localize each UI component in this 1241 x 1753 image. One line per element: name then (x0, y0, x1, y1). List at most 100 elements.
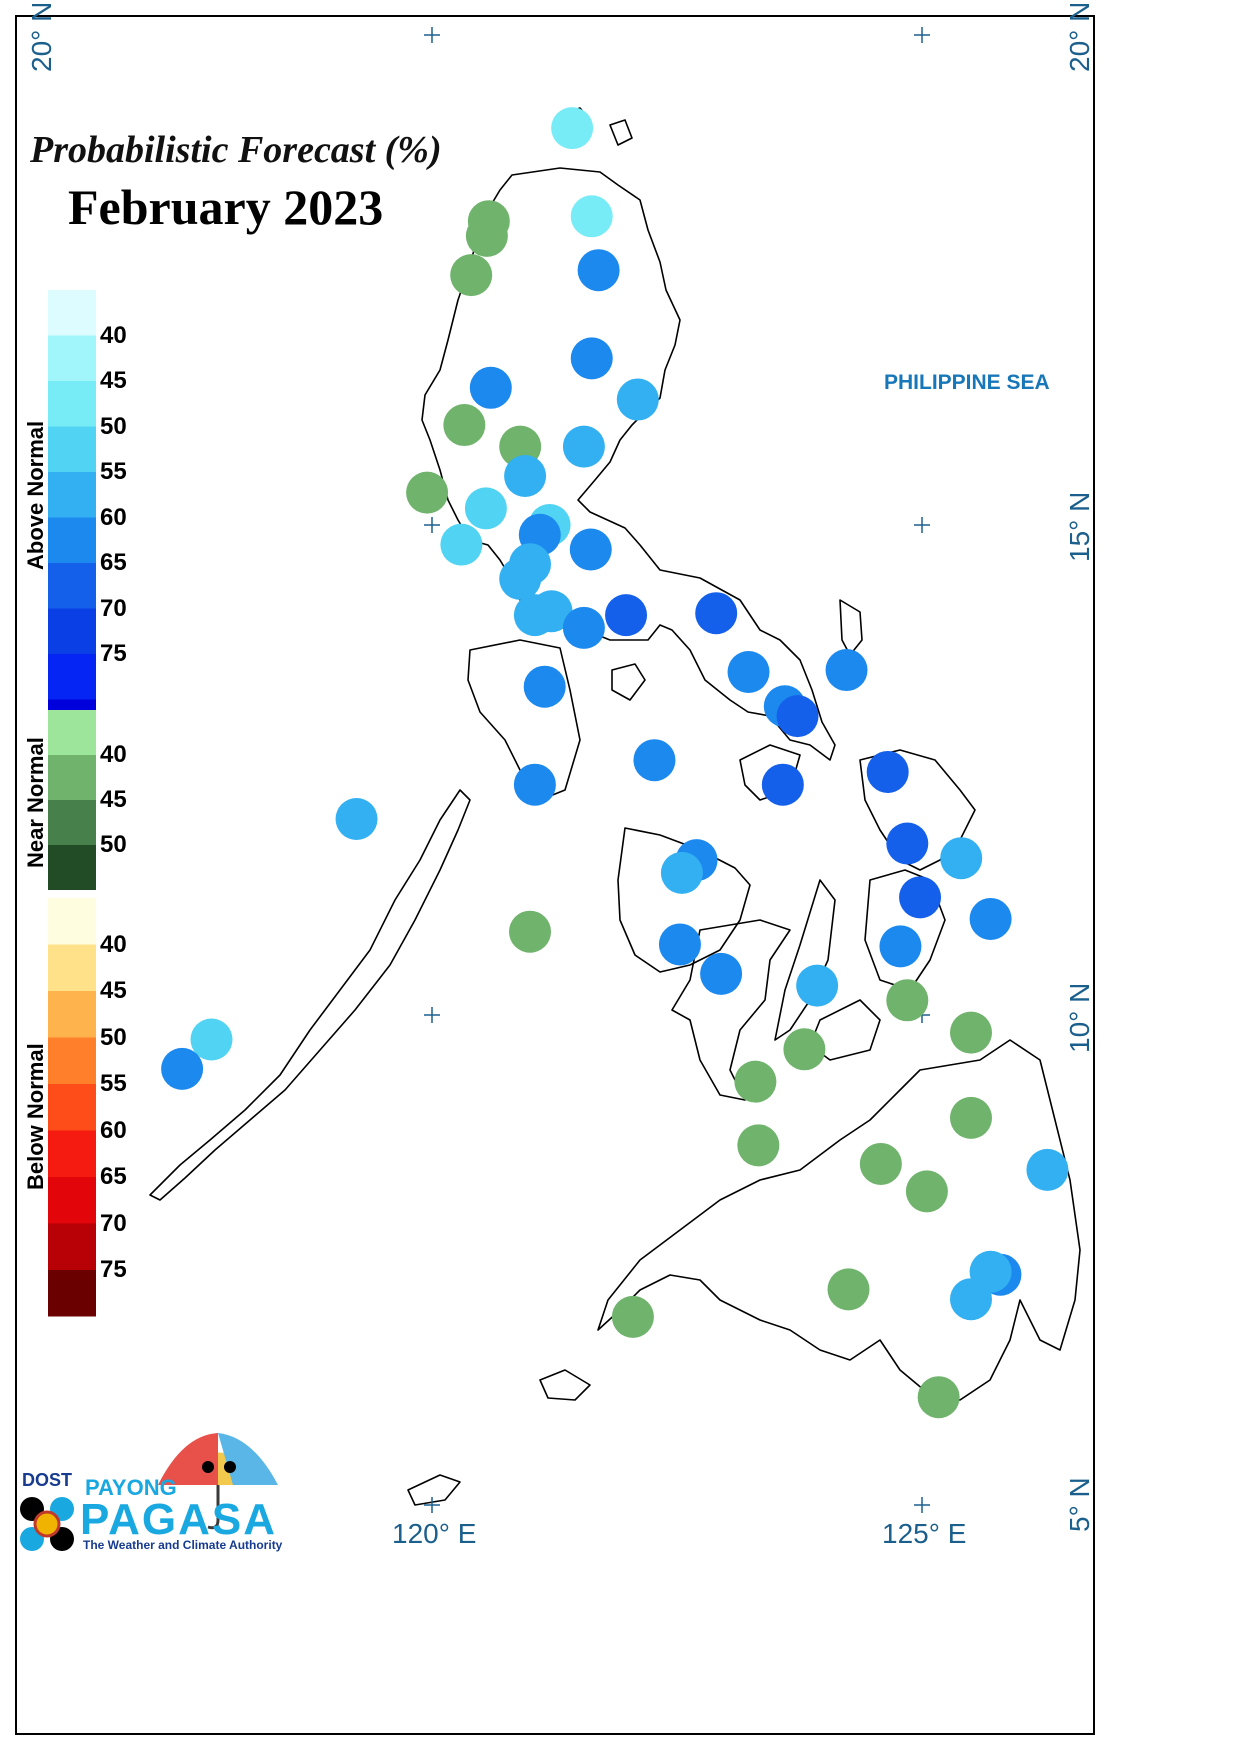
legend-swatch-above (48, 335, 96, 381)
legend-swatch-above (48, 426, 96, 472)
map-subtitle: February 2023 (68, 179, 384, 235)
logo-tagline: The Weather and Climate Authority (83, 1538, 283, 1552)
station-marker (776, 695, 819, 738)
station-marker (886, 822, 929, 865)
legend-tick-above: 50 (100, 412, 127, 440)
legend-swatch-near (48, 755, 96, 800)
station-marker (562, 606, 605, 649)
station-marker (940, 837, 983, 880)
legend-swatch-below (48, 1084, 96, 1131)
legend-swatch-near (48, 845, 96, 890)
station-marker (190, 1018, 233, 1061)
map-title: Probabilistic Forecast (%) (30, 129, 442, 171)
station-marker (551, 107, 594, 150)
station-marker (499, 557, 542, 600)
station-marker (879, 925, 922, 968)
station-marker (443, 404, 486, 447)
station-marker (886, 979, 929, 1022)
station-marker (335, 798, 378, 840)
station-marker (827, 1268, 870, 1311)
legend-tick-below: 60 (100, 1116, 127, 1144)
legend-near-label: Near Normal (23, 737, 48, 868)
station-marker (440, 523, 483, 566)
legend-swatch-below (48, 898, 96, 945)
legend-swatch-near (48, 800, 96, 845)
legend-tick-above: 45 (100, 367, 127, 394)
legend-tick-near: 40 (100, 741, 127, 768)
station-marker (406, 471, 449, 514)
legend-tick-below: 40 (100, 930, 127, 958)
legend (48, 290, 96, 1317)
station-marker (700, 952, 743, 995)
station-marker (695, 592, 738, 635)
legend-tick-below: 45 (100, 977, 127, 1004)
map-frame (15, 15, 1095, 1735)
logo-payong: PAYONG (85, 1475, 177, 1500)
station-marker (570, 337, 613, 380)
legend-swatch-above (48, 517, 96, 563)
legend-tick-above: 70 (100, 594, 127, 622)
lat-label-top-right: 20° N (1064, 1, 1095, 72)
station-marker (569, 528, 612, 571)
legend-tick-near: 50 (100, 831, 127, 858)
station-marker (796, 964, 839, 1007)
station-marker (734, 1060, 777, 1103)
station-marker (570, 195, 613, 238)
station-marker (899, 876, 942, 919)
sea-label: PHILIPPINE SEA (884, 371, 1050, 394)
station-marker (611, 1295, 654, 1338)
legend-tick-below: 65 (100, 1163, 127, 1190)
station-marker (783, 1028, 826, 1071)
legend-tick-below: 55 (100, 1070, 127, 1097)
station-marker (616, 378, 659, 421)
station-marker (905, 1170, 948, 1213)
legend-tick-below: 50 (100, 1023, 127, 1051)
station-marker (950, 1096, 992, 1139)
legend-tick-above: 65 (100, 549, 127, 576)
station-marker (504, 455, 547, 497)
legend-tick-above: 60 (100, 503, 127, 531)
legend-tick-above: 40 (100, 321, 127, 349)
station-marker (761, 763, 804, 806)
legend-tick-below: 75 (100, 1256, 127, 1283)
legend-swatch-below (48, 1177, 96, 1224)
legend-swatch-below (48, 1223, 96, 1270)
station-marker (859, 1142, 902, 1185)
legend-below-label: Below Normal (23, 1043, 48, 1190)
station-marker (465, 214, 508, 257)
legend-swatch-near (48, 710, 96, 755)
station-marker (969, 897, 1012, 940)
station-marker (562, 425, 605, 468)
station-marker (577, 249, 620, 292)
station-marker (523, 665, 566, 708)
logo-pagasa: PAGASA (80, 1495, 277, 1544)
station-marker (605, 594, 648, 637)
station-marker (464, 487, 507, 530)
station-marker (450, 254, 493, 297)
station-marker (633, 739, 676, 782)
logo-dost: DOST (22, 1470, 73, 1490)
legend-swatch-above (48, 563, 96, 609)
lat-label-10: 10° N (1064, 982, 1095, 1053)
legend-above-label: Above Normal (23, 420, 48, 570)
coastline (149, 107, 1081, 1506)
legend-swatch-below (48, 1270, 96, 1317)
legend-swatch-below (48, 1037, 96, 1084)
station-marker (727, 651, 770, 693)
station-marker (737, 1124, 780, 1167)
legend-swatch-above (48, 290, 96, 336)
station-marker (509, 910, 551, 953)
station-marker (469, 366, 512, 409)
station-marker (1026, 1148, 1069, 1191)
station-marker (950, 1278, 992, 1321)
station-marker (825, 649, 868, 692)
legend-swatch-above (48, 381, 96, 427)
lon-label-125: 125° E (882, 1518, 967, 1549)
legend-tick-above: 55 (100, 458, 127, 485)
station-marker (530, 590, 573, 633)
station-marker (660, 851, 703, 894)
lat-label-top-left: 20° N (26, 1, 57, 72)
legend-swatch-below (48, 1130, 96, 1177)
lat-label-5: 5° N (1064, 1477, 1095, 1532)
